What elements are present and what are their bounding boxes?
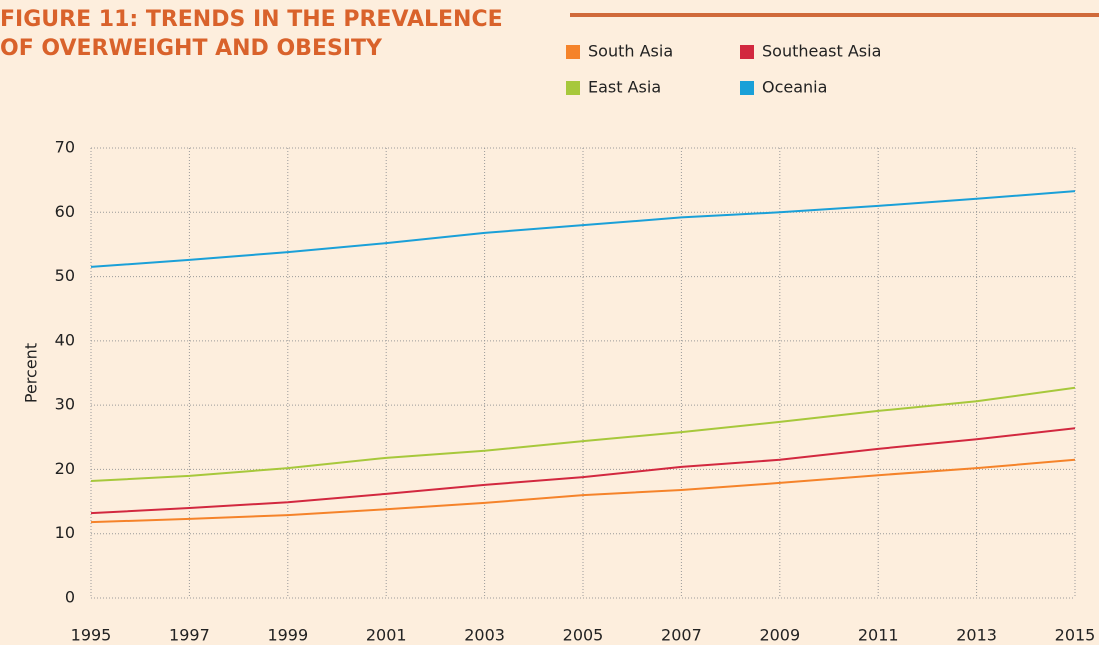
x-tick-label: 2015 <box>1055 626 1096 645</box>
x-tick-label: 2013 <box>956 626 997 645</box>
y-tick-label: 10 <box>55 523 75 542</box>
chart-title-line: FIGURE 11: TRENDS IN THE PREVALENCE <box>0 7 503 32</box>
y-tick-label: 20 <box>55 459 75 478</box>
y-tick-label: 0 <box>65 588 75 607</box>
legend-label: South Asia <box>588 42 673 61</box>
x-tick-label: 2007 <box>661 626 702 645</box>
x-tick-label: 1999 <box>267 626 308 645</box>
legend-label: Oceania <box>762 78 827 97</box>
y-tick-label: 30 <box>55 395 75 414</box>
x-tick-label: 2003 <box>464 626 505 645</box>
series-line <box>90 190 1076 268</box>
x-tick-label: 1995 <box>71 626 112 645</box>
chart-title-line: OF OVERWEIGHT AND OBESITY <box>0 36 383 61</box>
legend-label: East Asia <box>588 78 661 97</box>
series-line <box>90 386 1076 482</box>
y-tick-label: 40 <box>55 330 75 349</box>
y-axis-label: Percent <box>22 343 41 403</box>
legend-label: Southeast Asia <box>762 42 881 61</box>
series-line <box>90 458 1076 524</box>
x-tick-label: 2001 <box>366 626 407 645</box>
x-tick-label: 2011 <box>858 626 899 645</box>
legend-swatch <box>566 45 580 59</box>
x-tick-label: 1997 <box>169 626 210 645</box>
x-tick-label: 2009 <box>759 626 800 645</box>
legend-swatch <box>740 81 754 95</box>
x-tick-label: 2005 <box>563 626 604 645</box>
y-tick-label: 60 <box>55 202 75 221</box>
y-tick-label: 70 <box>55 138 75 157</box>
y-tick-label: 50 <box>55 266 75 285</box>
series-line <box>90 427 1076 515</box>
legend-swatch <box>740 45 754 59</box>
legend-swatch <box>566 81 580 95</box>
